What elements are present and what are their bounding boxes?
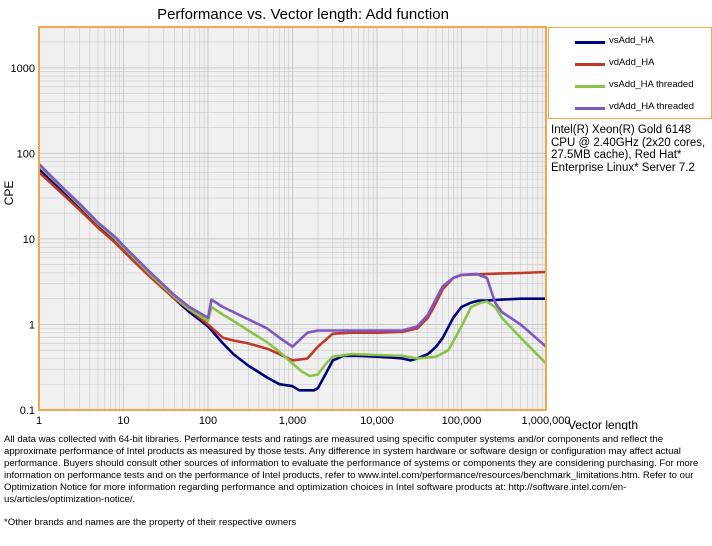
x-tick-label: 100,000 [442,415,482,427]
legend-item: vsAdd_HA [549,34,711,50]
legend-item: vdAdd_HA threaded [549,100,711,116]
legend-swatch [575,41,605,44]
x-tick-label: 1,000 [279,415,307,427]
chart-title: Performance vs. Vector length: Add funct… [157,6,449,23]
y-tick-label: 1 [29,319,35,331]
x-tick-label: 10 [117,415,129,427]
x-tick-label: 1 [36,415,42,427]
legend-label: vdAdd_HA [609,57,655,68]
legend-swatch [575,107,605,110]
legend: vsAdd_HA vdAdd_HA vsAdd_HA threaded vdAdd_H… [548,27,712,119]
legend-label: vsAdd_HA [609,35,654,46]
x-axis-ticks: 1 10 100 1,000 10,000 100,000 1,000,000 [36,415,571,427]
series-lines [38,163,547,392]
legend-item: vdAdd_HA [549,56,711,72]
legend-swatch [575,63,605,66]
legend-swatch [575,85,605,88]
cpu-note: Intel(R) Xeon(R) Gold 6148 CPU @ 2.40GHz… [551,124,706,174]
x-axis-label: Vector length [568,418,638,430]
x-tick-label: 10,000 [360,415,394,427]
y-tick-label: 100 [17,148,35,160]
brands-note: *Other brands and names are the property… [4,517,297,528]
chart: Performance vs. Vector length: Add funct… [2,6,638,430]
x-tick-label: 100 [199,415,217,427]
legend-label: vsAdd_HA threaded [609,79,694,90]
y-tick-label: 0.1 [20,405,35,417]
y-tick-label: 1000 [11,63,35,75]
series-line-vdadd-ha-threaded [38,163,547,348]
y-axis-ticks: 0.1 1 10 100 1000 [11,63,35,417]
plot-border [38,26,547,411]
y-axis-label: CPE [2,181,16,206]
x-tick-label: 1,000,000 [522,415,571,427]
series-line-vsadd-ha-threaded [38,164,547,378]
disclaimer-text: All data was collected with 64-bit libra… [4,434,699,505]
y-tick-label: 10 [23,234,35,246]
legend-label: vdAdd_HA threaded [609,101,695,112]
legend-item: vsAdd_HA threaded [549,78,711,94]
